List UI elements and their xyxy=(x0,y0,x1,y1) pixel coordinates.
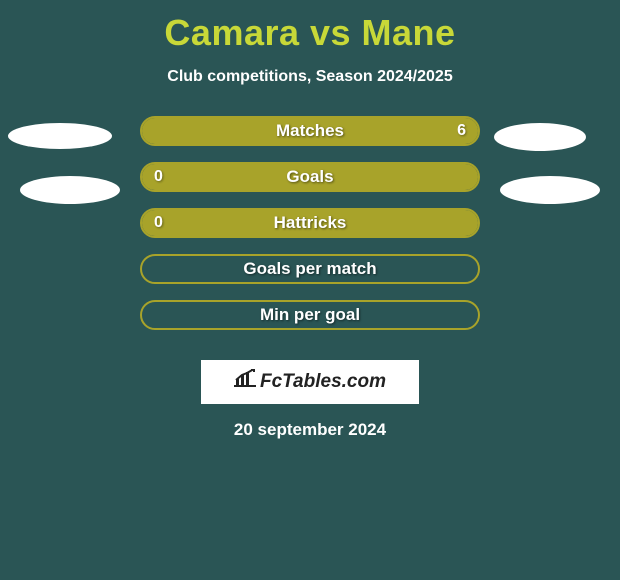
stat-pill: Goals per match xyxy=(140,254,480,284)
stat-pill: Hattricks0 xyxy=(140,208,480,238)
stat-label: Goals xyxy=(142,164,478,190)
date-text: 20 september 2024 xyxy=(0,420,620,440)
decorative-bubble xyxy=(8,123,112,149)
stat-value-left: 0 xyxy=(154,210,163,236)
page-title: Camara vs Mane xyxy=(0,0,620,54)
logo-text: FcTables.com xyxy=(260,371,386,393)
logo: FcTables.com xyxy=(234,369,386,395)
subtitle: Club competitions, Season 2024/2025 xyxy=(0,68,620,86)
decorative-bubble xyxy=(494,123,586,151)
chart-icon xyxy=(234,369,256,395)
stat-row: Goals per match xyxy=(0,254,620,300)
stat-label: Goals per match xyxy=(142,256,478,282)
stat-row: Min per goal xyxy=(0,300,620,346)
stat-pill: Min per goal xyxy=(140,300,480,330)
stat-pill: Matches6 xyxy=(140,116,480,146)
stat-row: Hattricks0 xyxy=(0,208,620,254)
stat-pill: Goals0 xyxy=(140,162,480,192)
stat-label: Min per goal xyxy=(142,302,478,328)
stat-value-right: 6 xyxy=(457,118,466,144)
decorative-bubble xyxy=(500,176,600,204)
logo-box: FcTables.com xyxy=(201,360,419,404)
stat-value-left: 0 xyxy=(154,164,163,190)
stat-label: Matches xyxy=(142,118,478,144)
stat-label: Hattricks xyxy=(142,210,478,236)
decorative-bubble xyxy=(20,176,120,204)
